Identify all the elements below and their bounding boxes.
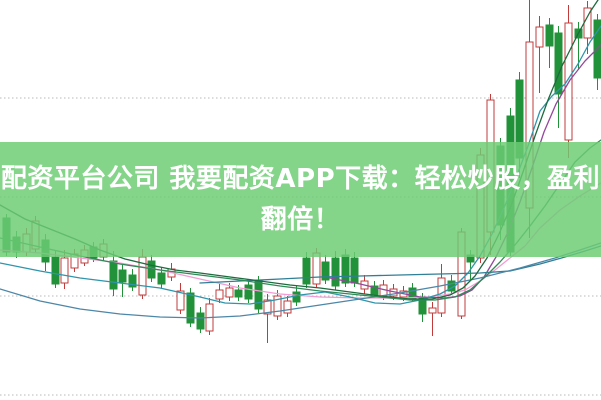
ma-green-dark (0, 0, 599, 300)
promo-banner[interactable]: 配资平台公司 我要配资APP下载：轻松炒股，盈利 翻倍！ (0, 142, 601, 257)
ma-purple (329, 44, 601, 299)
promo-banner-line1: 配资平台公司 我要配资APP下载：轻松炒股，盈利 (0, 163, 601, 194)
ma-teal-slow (199, 245, 601, 284)
promo-banner-line2: 翻倍！ (260, 204, 341, 235)
ma-blue-slow (0, 242, 601, 319)
